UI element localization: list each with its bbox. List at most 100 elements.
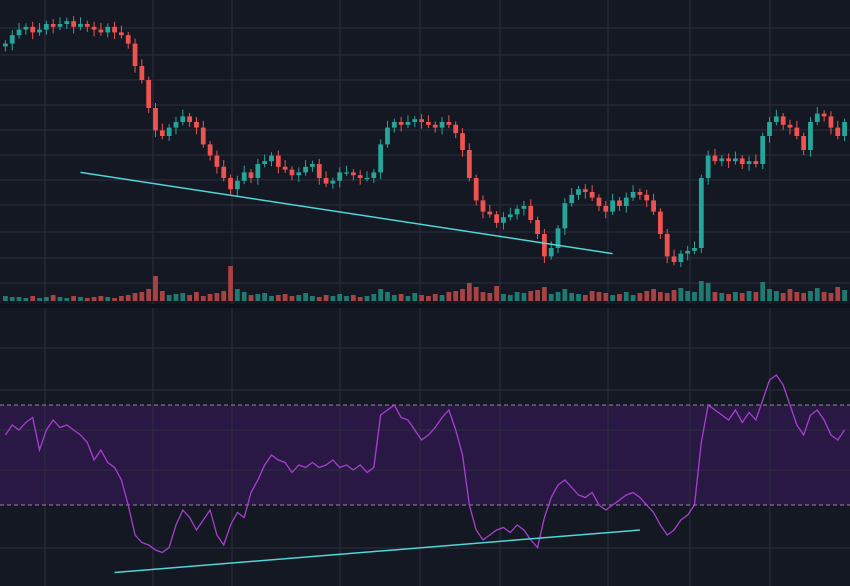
- volume-bar: [719, 293, 725, 301]
- volume-bar: [132, 293, 138, 301]
- volume-bar: [528, 291, 534, 301]
- candle-body: [664, 234, 670, 257]
- candle-body: [630, 192, 636, 198]
- candle-body: [357, 175, 363, 178]
- candle-body: [480, 200, 486, 212]
- candle-body: [214, 155, 220, 167]
- volume-bar: [610, 295, 616, 301]
- candle-body: [446, 122, 452, 125]
- candle-body: [275, 155, 281, 167]
- volume-bar: [501, 294, 506, 301]
- volume-bar: [241, 292, 247, 301]
- volume-bar: [194, 292, 199, 301]
- volume-bar: [842, 290, 847, 301]
- candle-body: [589, 192, 595, 198]
- candle-body: [521, 206, 527, 209]
- volume-bar: [521, 293, 527, 301]
- candle-body: [289, 169, 295, 176]
- volume-bar: [105, 297, 111, 301]
- volume-bar: [426, 296, 431, 301]
- volume-bar: [98, 296, 104, 301]
- candle-body: [91, 26, 97, 30]
- trendline-layer: [80, 171, 640, 574]
- candle-body: [719, 158, 725, 162]
- candle-body: [364, 178, 370, 180]
- volume-bar: [617, 294, 622, 301]
- candle-body: [71, 21, 77, 27]
- candle-body: [685, 250, 691, 254]
- candle-body: [282, 166, 288, 170]
- candle-body: [9, 35, 15, 44]
- volume-bar: [548, 294, 554, 301]
- candle-body: [767, 122, 772, 136]
- candle-body: [125, 35, 131, 44]
- candle-body: [78, 24, 83, 27]
- volume-bar: [692, 292, 697, 301]
- volume-bar: [685, 291, 691, 301]
- candle-body: [453, 124, 459, 134]
- candle-body: [412, 119, 418, 122]
- candle-body: [644, 194, 650, 201]
- volume-bar: [494, 286, 500, 301]
- volume-bar: [207, 294, 213, 301]
- candle-body: [262, 161, 268, 164]
- volume-bar: [153, 276, 158, 301]
- volume-bar: [173, 294, 179, 301]
- volume-bar: [637, 293, 643, 301]
- volume-bar: [316, 297, 322, 301]
- candle-body: [316, 164, 322, 178]
- candle-body: [398, 122, 404, 125]
- volume-bar: [398, 294, 404, 301]
- volume-bar: [733, 292, 738, 301]
- volume-bar: [323, 295, 329, 301]
- volume-bar: [385, 292, 390, 301]
- volume-bar: [84, 298, 90, 301]
- candle-body: [466, 150, 472, 178]
- volume-bar: [630, 295, 636, 301]
- volume-bar: [16, 297, 22, 301]
- candle-body: [221, 166, 227, 178]
- volume-bar: [507, 295, 513, 301]
- candle-body: [760, 136, 766, 164]
- candle-body: [269, 155, 274, 162]
- volume-bar: [221, 291, 227, 301]
- volume-bar: [337, 294, 343, 301]
- candle-body: [808, 122, 813, 150]
- candle-body: [698, 178, 704, 248]
- volume-bar: [166, 295, 172, 301]
- candle-body: [473, 178, 479, 201]
- volume-bar: [50, 295, 56, 301]
- candle-body: [494, 214, 500, 223]
- rsi-band-layer: [0, 405, 850, 505]
- candle-body: [507, 214, 513, 218]
- volume-bar: [678, 288, 684, 301]
- rsi-layer: [4, 374, 846, 554]
- volume-bar: [535, 290, 540, 301]
- volume-bar: [603, 293, 609, 301]
- candle-body: [173, 122, 179, 128]
- candle-body: [159, 130, 165, 136]
- candle-body: [596, 197, 602, 206]
- candle-body: [350, 172, 356, 176]
- candle-body: [780, 116, 786, 125]
- volume-bar: [91, 297, 97, 301]
- candle-body: [562, 203, 568, 229]
- volume-bar: [419, 295, 424, 301]
- candle-body: [166, 127, 172, 136]
- volume-bar: [255, 294, 261, 301]
- candle-body: [617, 200, 622, 206]
- volume-bar: [555, 292, 561, 301]
- candle-body: [460, 133, 465, 150]
- volume-bar: [821, 292, 827, 301]
- candle-body: [528, 206, 534, 220]
- volume-bar: [473, 287, 479, 301]
- candle-body: [139, 66, 145, 80]
- candle-body: [3, 43, 8, 47]
- candle-body: [439, 122, 445, 128]
- candle-body: [794, 127, 800, 136]
- candle-body: [323, 178, 329, 184]
- volume-bar: [767, 289, 772, 301]
- volume-bar: [23, 298, 29, 301]
- candle-body: [337, 172, 343, 181]
